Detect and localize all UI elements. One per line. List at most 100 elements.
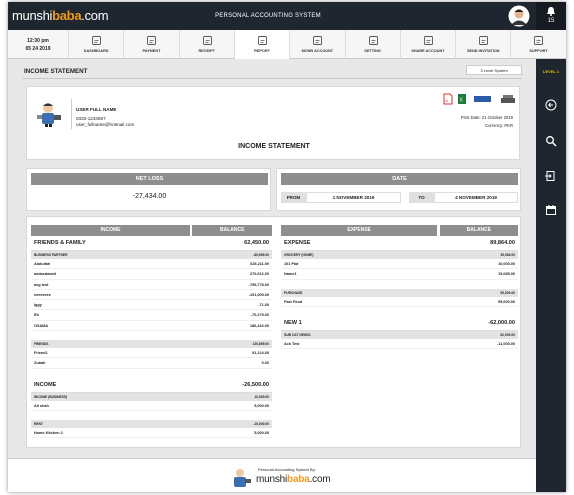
subgroup-balance: 120,899.00: [252, 342, 269, 347]
group-name: EXPENSE: [284, 240, 311, 246]
statement-card: INCOME BALANCE FRIENDS & FAMILY 62,450.00 BU…: [26, 216, 521, 448]
item-row: Eb -70,279.00: [31, 310, 272, 321]
footer-logo: munshibaba.com: [256, 474, 331, 485]
item-name: Home Kitchen 2: [34, 430, 63, 435]
subgroup-name: PURCHASE: [284, 290, 303, 295]
nav-item[interactable]: MONR ACCOUNT: [289, 30, 344, 59]
nav-item[interactable]: REPORT: [233, 30, 290, 59]
nav-bar: 12:30 pm 05 24 2019 DASHBOARD PAYMENT RECE…: [8, 30, 566, 59]
item-name: Ack Test: [284, 341, 300, 346]
subgroup-row: BUSINESS PARTNER -89,899.00: [31, 251, 272, 259]
user-email: user_fullname@hotmail.com: [76, 122, 135, 127]
item-name: Name1: [284, 272, 297, 277]
item-balance: 55,000.00: [498, 299, 515, 304]
subgroup-name: FRIENDS: [34, 342, 49, 347]
item-row: Home Kitchen 2 5,000.00: [31, 428, 272, 439]
clock: 12:30 pm 05 24 2019: [8, 30, 68, 59]
subgroup-balance: 35,084.00: [500, 253, 515, 257]
level-system-button[interactable]: 3 Level System: [466, 65, 522, 75]
item-name: avg test: [34, 282, 49, 287]
nav-item[interactable]: SEND INVITATION: [455, 30, 510, 59]
subgroup-balance: -15,000.00: [253, 421, 269, 426]
spacer: [31, 438, 272, 447]
subgroup-balance: 62,000.00: [500, 332, 515, 337]
logo-part: baba: [287, 474, 310, 485]
item-balance: 270,612.00: [249, 272, 269, 277]
group-balance: 89,864.00: [490, 240, 515, 246]
user-name: USER FULL NAME: [76, 107, 117, 112]
sidebar: LEVEL 1: [536, 59, 566, 492]
nav-item[interactable]: DASHBOARD: [68, 30, 123, 59]
item-row: Iggy -71.00: [31, 300, 272, 311]
level-label: LEVEL 1: [542, 69, 560, 74]
net-card: NET LOSS -27,434.00: [26, 168, 271, 211]
item-row: Fast Food 55,000.00: [281, 297, 518, 307]
logo-part: .com: [81, 8, 109, 23]
group-row: NEW 1 -62,000.00: [281, 316, 518, 331]
group-row: INCOME -26,500.00: [31, 378, 272, 393]
column-heading: BALANCE: [192, 225, 272, 236]
item-name: Abdullah: [34, 262, 51, 266]
group-name: NEW 1: [284, 319, 302, 326]
group-balance: -62,000.00: [488, 319, 515, 326]
group-balance: 62,450.00: [244, 240, 269, 246]
subgroup-name: RENT: [34, 421, 43, 426]
item-row: OSAMA 186,416.00: [31, 321, 272, 332]
page-title: INCOME STATEMENT: [24, 68, 88, 75]
nav-item[interactable]: SETTING: [344, 30, 400, 59]
logo[interactable]: munshibaba.com: [12, 8, 109, 23]
item-balance: 15,085.00: [498, 272, 515, 277]
nav-icon: [92, 36, 101, 45]
back-icon[interactable]: [545, 99, 557, 111]
notifications[interactable]: 15: [536, 2, 566, 30]
item-name: OSAMA: [34, 323, 49, 328]
subgroup-row: SUB CAT NEW01 62,000.00: [281, 330, 518, 339]
item-row: avg test -799,778.00: [31, 280, 272, 290]
calendar-icon[interactable]: [545, 204, 557, 216]
app-frame: munshibaba.com PERSONAL ACCOUNTING SYSTE…: [8, 2, 566, 492]
logo-part: munshi: [12, 8, 53, 23]
nav-icon: [479, 36, 489, 45]
nav-item[interactable]: PAYMENT: [123, 30, 178, 59]
subgroup-balance: 10,000.00: [254, 394, 269, 399]
item-row: eeeeeeee -191,005.00: [31, 290, 272, 301]
net-value: -27,434.00: [132, 193, 167, 200]
nav-item[interactable]: SHARE ACCOUNT: [399, 30, 455, 59]
subgroup-name: SUB CAT NEW01: [284, 332, 311, 337]
table-header: EXPENSE BALANCE: [281, 225, 518, 236]
subgroup-row: RENT -15,000.00: [31, 419, 272, 428]
expense-table: EXPENSE BALANCE EXPENSE 89,864.00 GROCERY (H…: [281, 225, 518, 358]
from-label: FROM: [281, 192, 306, 203]
svg-text:X: X: [460, 98, 464, 104]
currency: Currency: PKR: [485, 123, 513, 128]
item-row: Abdullah 625,211.00: [31, 259, 272, 270]
spacer: [281, 280, 518, 289]
subgroup-row: INCOME (BUSINESS) 10,000.00: [31, 392, 272, 401]
avatar[interactable]: [508, 5, 530, 27]
spacer: [31, 369, 272, 378]
group-row: FRIENDS & FAMILY 62,450.00: [31, 236, 272, 251]
item-balance: -71.00: [258, 303, 269, 308]
group-name: FRIENDS & FAMILY: [34, 240, 86, 246]
item-balance: -11,000.00: [497, 341, 515, 346]
item-balance: 186,416.00: [249, 323, 269, 328]
item-row: Ali shah 5,000.00: [31, 401, 272, 411]
nav-item[interactable]: SUPPORT: [510, 30, 565, 59]
user-card: USER FULL NAME 0333-1234567 user_fullnam…: [26, 86, 520, 160]
date: 05 24 2019: [25, 46, 51, 52]
export-icon[interactable]: [545, 170, 557, 182]
spacer: [281, 349, 518, 358]
top-bar: munshibaba.com PERSONAL ACCOUNTING SYSTE…: [8, 2, 536, 30]
to-label: TO: [409, 192, 434, 203]
item-row: Name1 15,085.00: [281, 269, 518, 280]
item-balance: -70,279.00: [250, 313, 269, 318]
item-balance: 91,124.00: [252, 351, 269, 356]
search-icon[interactable]: [545, 135, 557, 147]
nav-item[interactable]: RECEIPT: [178, 30, 234, 59]
item-row: Ack Test -11,000.00: [281, 339, 518, 350]
subgroup-name: INCOME (BUSINESS): [34, 394, 68, 399]
to-date: 4 NOVEMBER 2019: [434, 192, 518, 203]
subgroup-balance: 55,000.00: [500, 290, 515, 295]
time: 12:30 pm: [27, 38, 49, 44]
